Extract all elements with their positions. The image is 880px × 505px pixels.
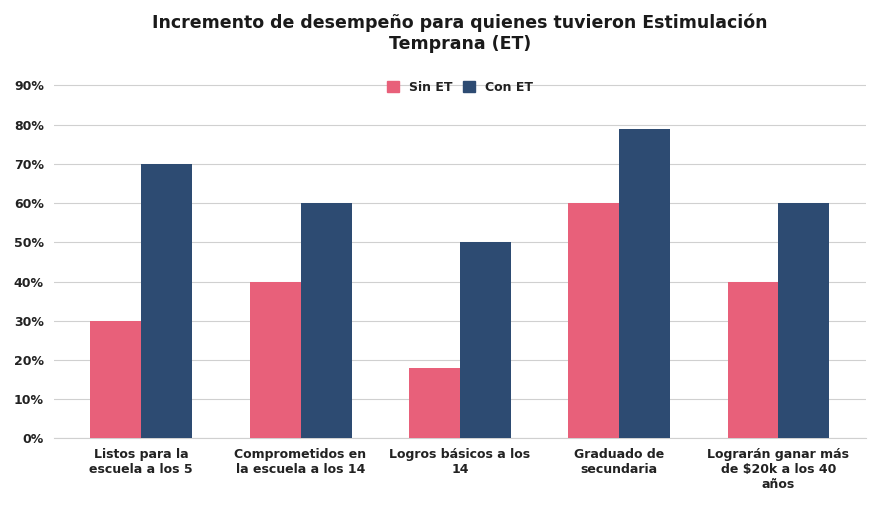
Title: Incremento de desempeño para quienes tuvieron Estimulación
Temprana (ET): Incremento de desempeño para quienes tuv… <box>152 14 767 53</box>
Bar <box>250 281 301 438</box>
Bar <box>409 368 460 438</box>
Legend: Sin ET, Con ET: Sin ET, Con ET <box>382 76 538 99</box>
Bar <box>460 242 511 438</box>
Bar <box>568 203 620 438</box>
Bar <box>301 203 351 438</box>
Bar <box>779 203 830 438</box>
Bar <box>91 321 141 438</box>
Bar <box>141 164 192 438</box>
Bar <box>728 281 779 438</box>
Bar <box>620 129 671 438</box>
